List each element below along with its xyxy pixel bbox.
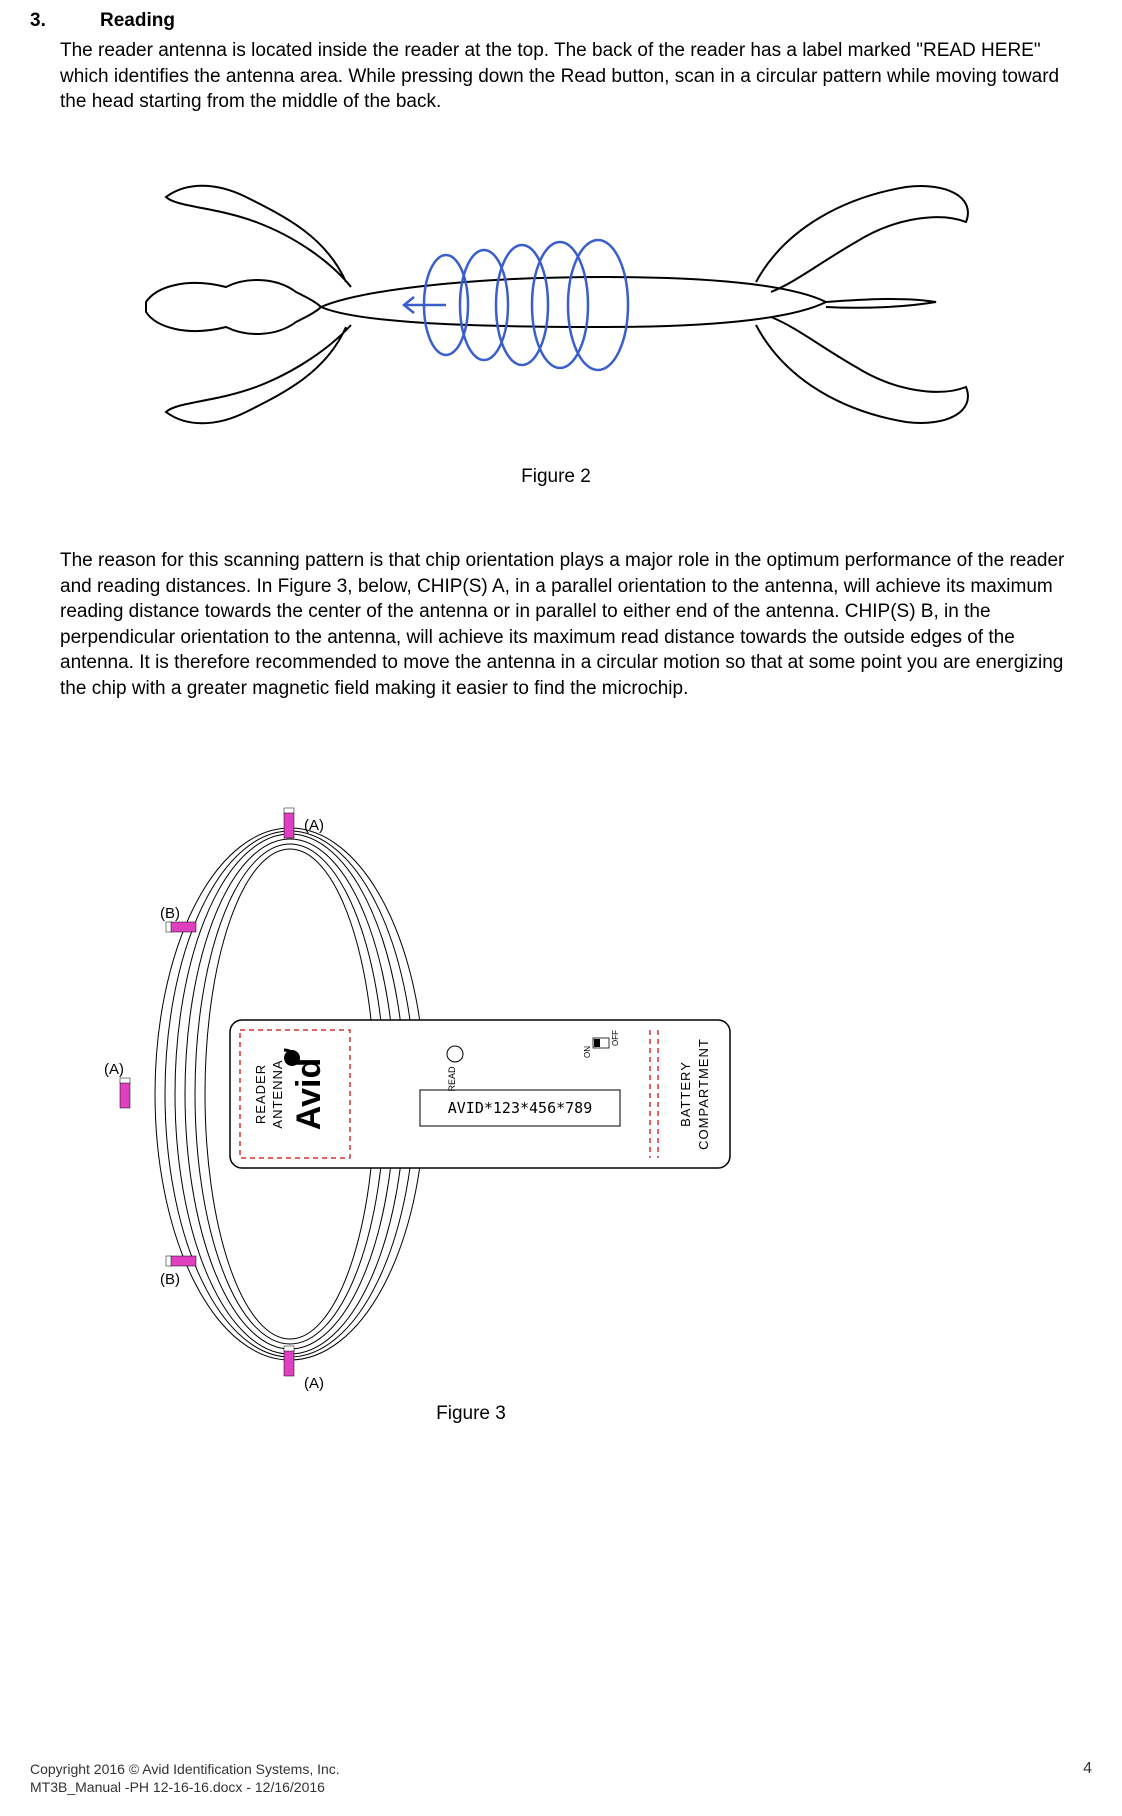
battery-label-2: COMPARTMENT (696, 1038, 711, 1150)
figure-3-svg: (A) (A) (A) (B) (B) READER ANTENNA (60, 794, 780, 1394)
figure-3: (A) (A) (A) (B) (B) READER ANTENNA (60, 794, 1082, 1425)
paragraph-2: The reason for this scanning pattern is … (60, 548, 1082, 702)
page-footer: Copyright 2016 © Avid Identification Sys… (30, 1760, 1092, 1796)
page-number: 4 (1083, 1760, 1092, 1796)
copyright-line: Copyright 2016 © Avid Identification Sys… (30, 1760, 340, 1778)
off-label: OFF (611, 1030, 620, 1046)
chip-b-label-upper: (B) (160, 905, 180, 922)
chip-a-label-left: (A) (104, 1061, 124, 1078)
doc-meta-line: MT3B_Manual -PH 12-16-16.docx - 12/16/20… (30, 1778, 340, 1796)
figure-2-svg (106, 127, 1006, 457)
chip-b-label-lower: (B) (160, 1271, 180, 1288)
brand-logo: Avid (290, 1058, 328, 1130)
figure-3-caption: Figure 3 (0, 1403, 1082, 1425)
section-heading: 3.Reading (30, 10, 1082, 32)
paragraph-1: The reader antenna is located inside the… (60, 38, 1082, 115)
battery-label-1: BATTERY (678, 1061, 693, 1127)
section-title: Reading (100, 10, 175, 31)
figure-2-caption: Figure 2 (30, 466, 1082, 488)
display-text: AVID*123*456*789 (448, 1099, 593, 1117)
antenna-label: ANTENNA (270, 1059, 285, 1128)
chip-a-label-top: (A) (304, 817, 324, 834)
chip-a-label-bottom: (A) (304, 1375, 324, 1392)
section-number: 3. (30, 10, 100, 32)
reader-label: READER (253, 1064, 268, 1124)
on-label: ON (583, 1046, 592, 1058)
figure-2: Figure 2 (30, 127, 1082, 488)
read-button-label: READ (447, 1066, 457, 1092)
